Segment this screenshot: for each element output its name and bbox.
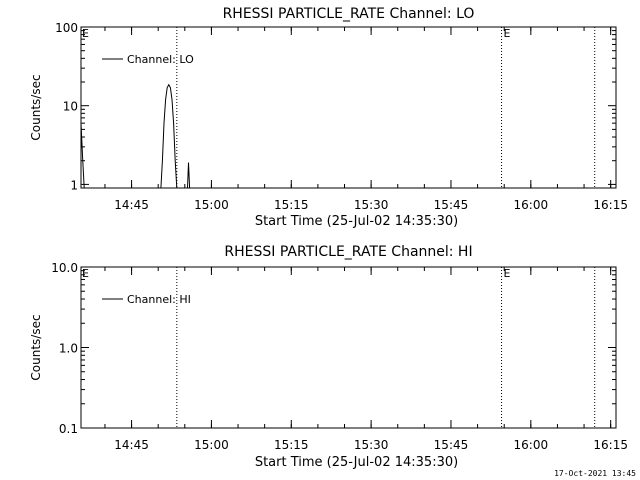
x-tick-label: 15:15 [274,198,309,212]
plot-frame [80,26,617,189]
chart-panel-2: RHESSI PARTICLE_RATE Channel: HI 0.1 1.0 10… [29,244,628,470]
chart-title: RHESSI PARTICLE_RATE Channel: HI [224,244,472,260]
y-tick-label: 1.0 [59,342,78,356]
y-tick-label: 0.1 [59,422,78,436]
footer-timestamp: 17-Oct-2021 13:45 [554,469,636,478]
x-tick-label: 14:45 [114,198,149,212]
y-tick-label: 1 [70,178,78,192]
start-marker-label: E [82,27,89,40]
x-tick-label: 15:15 [274,438,309,452]
y-tick-label: 10.0 [51,261,78,275]
y-tick-label: 10 [63,100,78,114]
event-marker-label: E [504,267,511,280]
plot-frame [80,266,617,429]
x-tick-label: 16:15 [593,198,628,212]
legend-label: Channel: HI [127,293,191,306]
x-tick-label: 16:00 [514,198,549,212]
x-axis-label: Start Time (25-Jul-02 14:35:30) [255,455,458,470]
x-tick-label: 15:30 [354,198,389,212]
chart-panel-1: RHESSI PARTICLE_RATE Channel: LO 1 10 100 14… [29,6,628,229]
x-tick-label: 14:45 [114,438,149,452]
x-tick-label: 16:15 [593,438,628,452]
series-line [80,83,191,189]
x-tick-label: 16:00 [514,438,549,452]
x-axis-label: Start Time (25-Jul-02 14:35:30) [255,214,458,229]
y-axis-label: Counts/sec [29,314,43,380]
y-tick-label: 100 [55,21,78,35]
x-tick-label: 15:30 [354,438,389,452]
x-tick-label: 15:45 [434,438,469,452]
event-marker-label: E [504,27,511,40]
start-marker-label: E [82,267,89,280]
x-tick-label: 15:45 [434,198,469,212]
legend-label: Channel: LO [127,53,194,66]
x-tick-label: 15:00 [194,438,229,452]
chart-title: RHESSI PARTICLE_RATE Channel: LO [223,6,475,22]
x-tick-label: 15:00 [194,198,229,212]
y-axis-label: Counts/sec [29,74,43,140]
